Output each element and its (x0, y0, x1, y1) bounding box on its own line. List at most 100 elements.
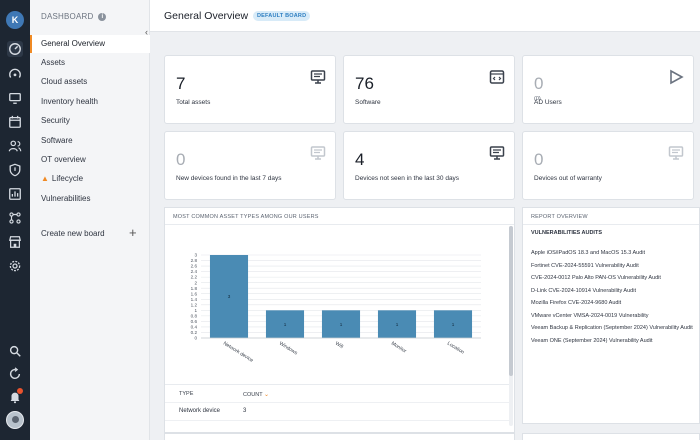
notification-badge (17, 388, 23, 394)
card-software[interactable]: 76 Software (343, 55, 515, 124)
card-total-assets[interactable]: 7 Total assets (164, 55, 336, 124)
bar (377, 310, 417, 338)
menu-item-cloud-assets[interactable]: Cloud assets (41, 77, 88, 86)
chevron-left-icon[interactable]: ‹ (145, 27, 148, 37)
panel-title: REPORT OVERVIEW (531, 214, 588, 220)
table-cell-count: 3 (243, 408, 247, 414)
warning-icon: ▲ (41, 174, 49, 183)
panel-scrollbar[interactable] (509, 226, 513, 426)
user-avatar[interactable] (6, 411, 24, 429)
table-cell-type: Network device (179, 408, 221, 414)
table-header-count[interactable]: COUNT ⌄ (243, 391, 269, 398)
menu-item-general-overview[interactable]: General Overview (30, 35, 150, 53)
menu-item-security[interactable]: Security (41, 116, 70, 125)
bar-value-label: 3 (228, 294, 231, 299)
y-tick-label: 2.8 (191, 258, 198, 263)
x-tick-label: Windows (278, 341, 299, 357)
menu-item-assets[interactable]: Assets (41, 58, 66, 67)
menu-item-vulnerabilities[interactable]: Vulnerabilities (41, 194, 91, 203)
plus-icon[interactable]: + (129, 225, 137, 240)
report-icon[interactable] (7, 186, 23, 202)
bar-value-label: 1 (284, 322, 287, 327)
bell-icon[interactable] (7, 389, 23, 405)
page-header: General Overview DEFAULT BOARD (150, 0, 700, 32)
search-icon[interactable] (7, 343, 23, 359)
x-tick-label: Wifi (334, 341, 344, 351)
bar (321, 310, 361, 338)
panel-divider (165, 224, 514, 225)
y-tick-label: 0.6 (191, 319, 198, 324)
dashboard-menu: DASHBOARD i ‹ General Overview Assets Cl… (30, 0, 150, 440)
bar-value-label: 1 (396, 322, 399, 327)
report-section-title: VULNERABILITIES AUDITS (531, 230, 602, 236)
card-value: 0 (534, 150, 544, 169)
calendar-icon[interactable] (7, 114, 23, 130)
menu-item-lifecycle-label: Lifecycle (51, 174, 84, 183)
y-tick-label: 1 (194, 308, 197, 313)
users-icon[interactable] (7, 138, 23, 154)
report-link[interactable]: Veeam ONE (September 2024) Vulnerability… (531, 338, 653, 344)
account-avatar[interactable]: K (6, 11, 24, 29)
info-icon[interactable]: i (98, 12, 107, 21)
gear-icon[interactable] (7, 258, 23, 274)
network-icon[interactable] (7, 210, 23, 226)
menu-heading: DASHBOARD i (41, 12, 107, 21)
sort-desc-icon[interactable]: ⌄ (264, 392, 270, 398)
default-board-badge: DEFAULT BOARD (253, 11, 311, 21)
card-value: 0 (176, 150, 186, 169)
card-ad-users[interactable]: 0 (0) AD Users (522, 55, 694, 124)
table-header-count-label: COUNT (243, 392, 263, 398)
card-new-devices[interactable]: 0 New devices found in the last 7 days (164, 131, 336, 200)
card-value: 76 (355, 74, 374, 93)
asset-types-chart: 00.20.40.60.811.21.41.61.822.22.42.62.83… (191, 253, 481, 364)
y-tick-label: 2.4 (191, 269, 198, 274)
y-tick-label: 1.6 (191, 291, 198, 296)
y-tick-label: 2.2 (191, 275, 198, 280)
shield-icon[interactable] (7, 162, 23, 178)
x-tick-label: Location (446, 341, 465, 356)
y-tick-label: 1.8 (191, 286, 198, 291)
card-out-of-warranty[interactable]: 0 Devices out of warranty (522, 131, 694, 200)
card-value: 4 (355, 150, 365, 169)
page-title: General Overview (164, 10, 249, 22)
create-board-link[interactable]: Create new board (41, 229, 105, 238)
report-link[interactable]: D-Link CVE-2024-10914 Vulnerability Audi… (531, 288, 636, 294)
menu-item-inventory-health[interactable]: Inventory health (41, 97, 98, 106)
next-panel-right (522, 433, 700, 440)
card-label: Devices not seen in the last 30 days (355, 175, 460, 182)
y-tick-label: 2 (194, 280, 197, 285)
y-tick-label: 0 (194, 336, 197, 341)
play-icon (670, 69, 684, 85)
x-tick-label: Network device (222, 341, 254, 364)
report-link[interactable]: VMware vCenter VMSA-2024-0019 Vulnerabil… (531, 313, 649, 319)
menu-item-ot-overview[interactable]: OT overview (41, 155, 86, 164)
menu-item-software[interactable]: Software (41, 136, 73, 145)
menu-heading-label: DASHBOARD (41, 12, 94, 21)
report-link[interactable]: Apple iOS/iPadOS 18.3 and MacOS 15.3 Aud… (531, 250, 646, 256)
gauge-icon[interactable] (7, 66, 23, 82)
y-tick-label: 0.4 (191, 325, 198, 330)
card-label: New devices found in the last 7 days (176, 175, 282, 182)
dashboard-icon[interactable] (7, 41, 23, 57)
icon-rail: K (0, 0, 30, 440)
bar (433, 310, 473, 338)
report-link[interactable]: Mozilla Firefox CVE-2024-9680 Audit (531, 300, 622, 306)
y-tick-label: 0.8 (191, 313, 198, 318)
report-link[interactable]: Fortinet CVE-2024-55591 Vulnerability Au… (531, 263, 639, 269)
monitor-icon (310, 70, 326, 84)
card-devices-not-seen[interactable]: 4 Devices not seen in the last 30 days (343, 131, 515, 200)
store-icon[interactable] (7, 234, 23, 250)
table-row-divider (165, 420, 511, 421)
report-link[interactable]: Veeam Backup & Replication (September 20… (531, 325, 693, 331)
scrollbar-thumb[interactable] (509, 226, 513, 376)
panel-title: MOST COMMON ASSET TYPES AMONG OUR USERS (173, 214, 319, 220)
code-window-icon (489, 70, 505, 84)
menu-item-lifecycle[interactable]: ▲ Lifecycle (30, 170, 150, 188)
monitor-icon[interactable] (7, 90, 23, 106)
refresh-icon[interactable] (7, 366, 23, 382)
card-subvalue: (0) (534, 96, 541, 102)
report-link[interactable]: CVE-2024-0012 Palo Alto PAN-OS Vulnerabi… (531, 275, 661, 281)
table-header-type[interactable]: TYPE (179, 391, 194, 397)
card-value: 7 (176, 74, 186, 93)
card-label: AD Users (534, 99, 562, 106)
